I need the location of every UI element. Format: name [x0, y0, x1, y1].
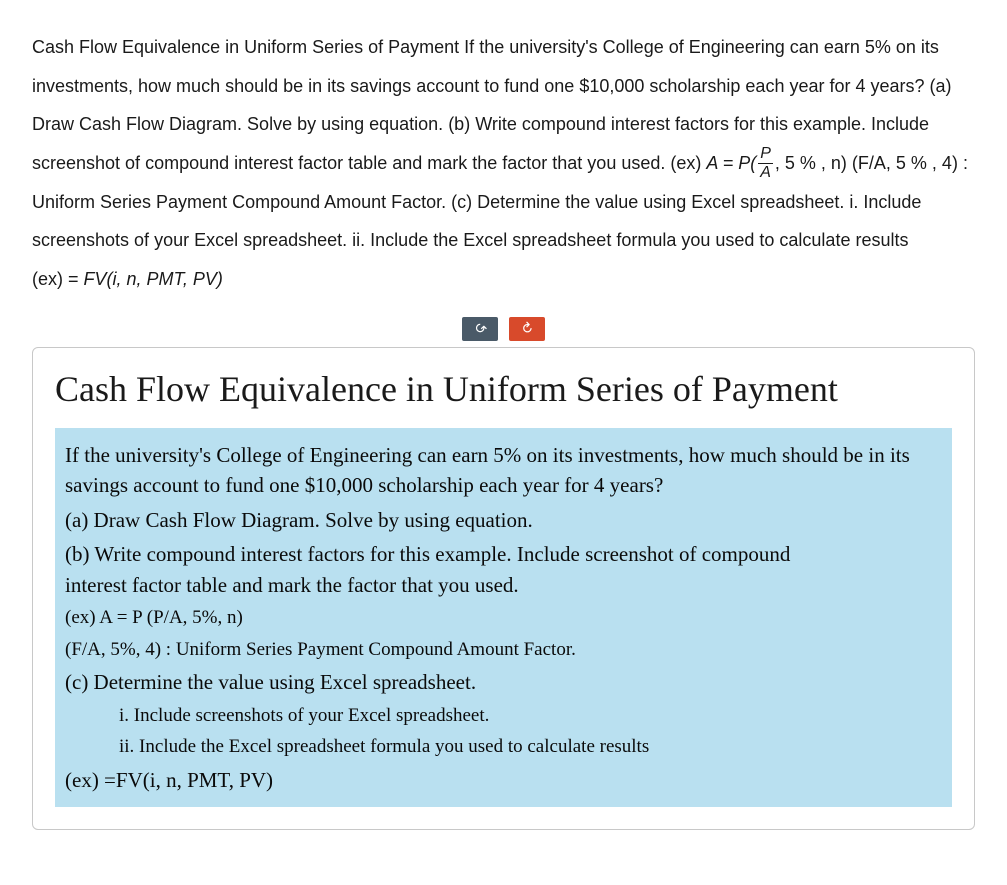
question-line-3: Draw Cash Flow Diagram. Solve by using e… [32, 114, 929, 134]
fv-function-text: FV(i, n, PMT, PV) [84, 269, 223, 289]
answer-card: Cash Flow Equivalence in Uniform Series … [32, 347, 975, 830]
toolbar: ↻ ↻ [32, 317, 975, 341]
question-line-4-pre: screenshot of compound interest factor t… [32, 153, 706, 173]
part-c-i: i. Include screenshots of your Excel spr… [119, 702, 942, 730]
equation-a-eq-p: A = P( [706, 153, 756, 173]
part-c-example: (ex) =FV(i, n, PMT, PV) [65, 765, 942, 795]
question-line-2: investments, how much should be in its s… [32, 76, 952, 96]
card-title: Cash Flow Equivalence in Uniform Series … [55, 368, 952, 410]
question-line-1: Cash Flow Equivalence in Uniform Series … [32, 37, 939, 57]
equation-post: , 5 % , n) (F/A, 5 % , 4) : [775, 153, 968, 173]
part-b-example-2: (F/A, 5%, 4) : Uniform Series Payment Co… [65, 636, 942, 664]
part-b-line-2: interest factor table and mark the facto… [65, 570, 942, 600]
fraction-numerator: P [758, 146, 773, 164]
undo-icon: ↻ [470, 319, 490, 339]
fraction-p-over-a: PA [756, 146, 775, 181]
redo-icon: ↻ [517, 319, 537, 339]
page: Cash Flow Equivalence in Uniform Series … [0, 0, 1007, 862]
undo-button[interactable]: ↻ [462, 317, 498, 341]
part-a: (a) Draw Cash Flow Diagram. Solve by usi… [65, 505, 942, 535]
question-line-5: Uniform Series Payment Compound Amount F… [32, 192, 921, 212]
part-b-line-1: (b) Write compound interest factors for … [65, 539, 942, 569]
problem-statement: If the university's College of Engineeri… [65, 440, 942, 501]
redo-button[interactable]: ↻ [509, 317, 545, 341]
highlighted-content: If the university's College of Engineeri… [55, 428, 952, 807]
question-text-block: Cash Flow Equivalence in Uniform Series … [32, 28, 975, 299]
part-b-example-1: (ex) A = P (P/A, 5%, n) [65, 604, 942, 632]
ex-prefix: (ex) = [32, 269, 84, 289]
question-line-6: screenshots of your Excel spreadsheet. i… [32, 230, 908, 250]
fraction-denominator: A [758, 164, 773, 181]
part-c: (c) Determine the value using Excel spre… [65, 667, 942, 697]
part-c-ii: ii. Include the Excel spreadsheet formul… [119, 733, 942, 761]
